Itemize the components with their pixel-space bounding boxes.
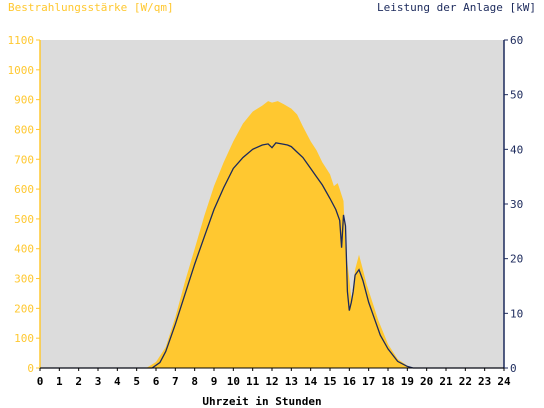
left-tick-label: 800 bbox=[14, 123, 34, 136]
x-tick-label: 9 bbox=[211, 375, 218, 388]
left-tick-label: 300 bbox=[14, 273, 34, 286]
x-tick-label: 6 bbox=[153, 375, 160, 388]
x-tick-label: 21 bbox=[439, 375, 453, 388]
x-tick-label: 23 bbox=[478, 375, 491, 388]
x-tick-label: 1 bbox=[56, 375, 63, 388]
x-tick-label: 7 bbox=[172, 375, 179, 388]
right-tick-label: 40 bbox=[510, 143, 523, 156]
x-tick-label: 11 bbox=[246, 375, 260, 388]
x-axis-label: Uhrzeit in Stunden bbox=[202, 395, 321, 408]
right-tick-label: 30 bbox=[510, 198, 523, 211]
x-tick-label: 14 bbox=[304, 375, 318, 388]
x-tick-label: 20 bbox=[420, 375, 433, 388]
left-tick-label: 1000 bbox=[8, 64, 35, 77]
left-tick-label: 1100 bbox=[8, 34, 35, 47]
x-tick-label: 18 bbox=[381, 375, 394, 388]
left-tick-label: 900 bbox=[14, 94, 34, 107]
x-tick-label: 15 bbox=[323, 375, 336, 388]
right-tick-label: 20 bbox=[510, 253, 523, 266]
x-tick-label: 10 bbox=[227, 375, 240, 388]
left-axis-label: Bestrahlungsstärke [W/qm] bbox=[8, 1, 174, 14]
right-tick-label: 50 bbox=[510, 89, 523, 102]
x-tick-label: 2 bbox=[75, 375, 82, 388]
irradiance-area bbox=[40, 101, 504, 368]
x-tick-label: 16 bbox=[343, 375, 357, 388]
left-tick-label: 400 bbox=[14, 243, 34, 256]
x-tick-label: 19 bbox=[401, 375, 414, 388]
x-tick-label: 13 bbox=[285, 375, 298, 388]
right-tick-labels: 0 10 20 30 40 50 60 bbox=[504, 34, 523, 375]
x-tick-label: 12 bbox=[265, 375, 278, 388]
right-tick-label: 0 bbox=[510, 362, 517, 375]
x-tick-label: 22 bbox=[459, 375, 472, 388]
left-tick-label: 200 bbox=[14, 302, 34, 315]
left-tick-label: 100 bbox=[14, 332, 34, 345]
x-tick-label: 3 bbox=[95, 375, 102, 388]
x-tick-label: 17 bbox=[362, 375, 375, 388]
x-tick-label: 8 bbox=[191, 375, 198, 388]
x-tick-label: 24 bbox=[497, 375, 511, 388]
left-tick-label: 500 bbox=[14, 213, 34, 226]
x-tick-labels: 0 1 2 3 4 5 6 7 8 9 10 11 12 13 14 15 16 17 18 19 20 21 22 23 24 bbox=[37, 368, 511, 388]
right-axis-label: Leistung der Anlage [kW] bbox=[377, 1, 536, 14]
x-tick-label: 4 bbox=[114, 375, 121, 388]
right-tick-label: 10 bbox=[510, 307, 523, 320]
left-tick-label: 600 bbox=[14, 183, 34, 196]
left-tick-labels: 0 100 200 300 400 500 600 700 800 900 1000 1100 bbox=[8, 34, 40, 375]
power-line bbox=[40, 142, 504, 369]
left-tick-label: 0 bbox=[27, 362, 34, 375]
left-tick-label: 700 bbox=[14, 153, 34, 166]
right-tick-label: 60 bbox=[510, 34, 523, 47]
x-tick-label: 0 bbox=[37, 375, 44, 388]
x-tick-label: 5 bbox=[133, 375, 140, 388]
